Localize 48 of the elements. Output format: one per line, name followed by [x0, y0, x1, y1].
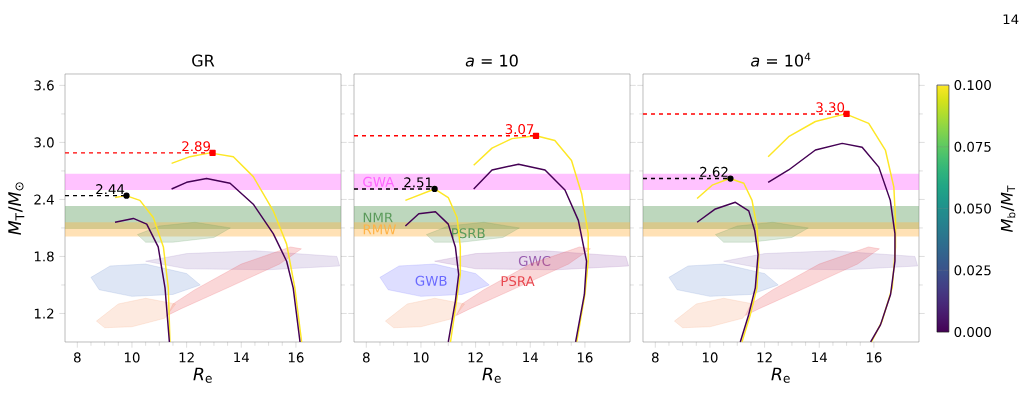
x-tick-label: 10	[702, 352, 718, 363]
x-axis-title: R$_{e}$	[482, 367, 501, 383]
y-tick-label: 1.2	[34, 308, 54, 319]
x-tick-label: 12	[757, 352, 772, 363]
color-bar-label: 0.075	[954, 141, 991, 152]
x-tick-label: 10	[413, 352, 429, 363]
x-tick-label: 8	[73, 352, 81, 363]
x-tick-label: 8	[362, 352, 370, 363]
line-series	[114, 217, 171, 343]
chart-title: a = 10	[465, 54, 518, 67]
x-tick-label: 14	[234, 352, 249, 363]
series-label: PSRA	[501, 276, 535, 287]
y-tick-label: 3.0	[34, 137, 54, 148]
series-label: GWC	[518, 255, 551, 266]
series-label: GWB	[415, 275, 447, 286]
x-tick-label: 14	[523, 352, 538, 363]
y-tick-label: 2.4	[34, 194, 54, 205]
color-bar-label: 0.025	[954, 265, 991, 276]
line-series	[114, 194, 171, 343]
x-tick-label: 10	[124, 352, 140, 363]
x-tick-label: 12	[468, 352, 483, 363]
text: 14	[1003, 14, 1019, 25]
x-axis-title: R$_{e}$	[193, 367, 212, 383]
x-tick-label: 8	[651, 352, 659, 363]
data-label: 3.30	[816, 102, 845, 113]
chart-title: GR	[192, 54, 215, 67]
color-bar-label: 0.100	[954, 80, 991, 91]
y-axis-title: M$_{T}$/M$_{⊙}$	[8, 182, 25, 235]
band-label: RMW	[363, 224, 396, 235]
color-bar-title: M$_{b}$/M$_{T}$	[1000, 185, 1016, 232]
x-tick-label: 12	[179, 352, 194, 363]
x-tick-label: 16	[577, 352, 593, 363]
chart-title: a = 10$^{4}$	[751, 52, 811, 67]
x-tick-label: 14	[812, 352, 827, 363]
data-label: 2.51	[404, 177, 432, 188]
data-label: 2.62	[700, 166, 728, 177]
x-tick-label: 16	[288, 352, 304, 363]
x-tick-label: 16	[866, 352, 882, 363]
color-bar-label: 0.000	[954, 327, 991, 338]
y-tick-label: 1.8	[34, 251, 54, 262]
y-tick-label: 3.6	[34, 80, 54, 91]
band-label: GWA	[363, 176, 395, 187]
x-axis-title: R$_{e}$	[771, 367, 790, 383]
band-label: NMR	[363, 212, 393, 223]
data-label: 2.44	[96, 184, 125, 195]
color-bar-label: 0.050	[954, 203, 991, 214]
data-label: 3.07	[505, 124, 534, 135]
data-label: 2.89	[182, 141, 211, 152]
